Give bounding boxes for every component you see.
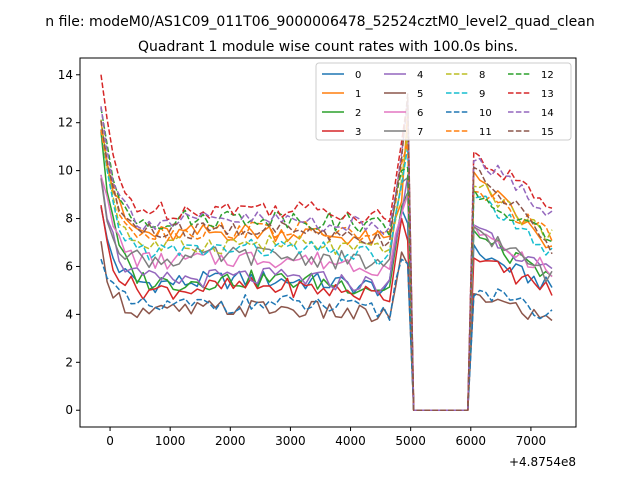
legend-label-12: 12 (541, 70, 554, 81)
legend-label-1: 1 (355, 89, 361, 100)
x-tick-label: 5000 (395, 434, 426, 448)
series-line-10 (100, 258, 553, 411)
series-line-5 (100, 241, 553, 411)
y-tick-label: 8 (65, 212, 73, 226)
figure-suptitle: n file: modeM0/AS1C09_011T06_9000006478_… (45, 14, 594, 30)
legend-label-5: 5 (417, 89, 423, 100)
legend-label-14: 14 (541, 108, 554, 119)
legend-label-10: 10 (479, 108, 492, 119)
x-tick-label: 3000 (275, 434, 306, 448)
legend-frame (315, 62, 572, 141)
series-line-15 (100, 93, 553, 411)
series-line-14 (100, 101, 553, 411)
y-tick-label: 4 (65, 307, 73, 321)
chart-title: Quadrant 1 module wise count rates with … (138, 39, 518, 55)
legend-label-15: 15 (541, 127, 554, 138)
legend-label-4: 4 (417, 70, 423, 81)
x-tick-label: 2000 (215, 434, 246, 448)
y-tick-label: 12 (58, 116, 73, 130)
x-offset-label: +4.8754e8 (509, 455, 576, 469)
series-line-1 (100, 111, 553, 411)
legend-label-0: 0 (355, 70, 361, 81)
legend-label-13: 13 (541, 89, 554, 100)
y-tick-label: 14 (58, 68, 73, 82)
legend-label-9: 9 (479, 89, 485, 100)
series-line-11 (100, 129, 553, 411)
x-tick-label: 0 (106, 434, 114, 448)
series-line-4 (100, 174, 553, 411)
series-line-3 (100, 204, 553, 411)
series-line-9 (100, 129, 553, 411)
x-tick-label: 1000 (155, 434, 186, 448)
y-tick-label: 6 (65, 259, 73, 273)
legend-label-7: 7 (417, 127, 423, 138)
series-line-7 (100, 176, 553, 411)
legend-label-11: 11 (479, 127, 492, 138)
x-tick-label: 7000 (516, 434, 547, 448)
legend-label-8: 8 (479, 70, 485, 81)
series-layer (100, 74, 553, 411)
x-tick-label: 6000 (456, 434, 487, 448)
y-tick-label: 0 (65, 403, 73, 417)
series-line-13 (100, 74, 553, 411)
plot-frame (79, 57, 577, 428)
y-tick-label: 2 (65, 355, 73, 369)
legend-label-6: 6 (417, 108, 423, 119)
x-tick-label: 4000 (335, 434, 366, 448)
y-tick-label: 10 (58, 164, 73, 178)
legend-label-2: 2 (355, 108, 361, 119)
legend-label-3: 3 (355, 127, 361, 138)
